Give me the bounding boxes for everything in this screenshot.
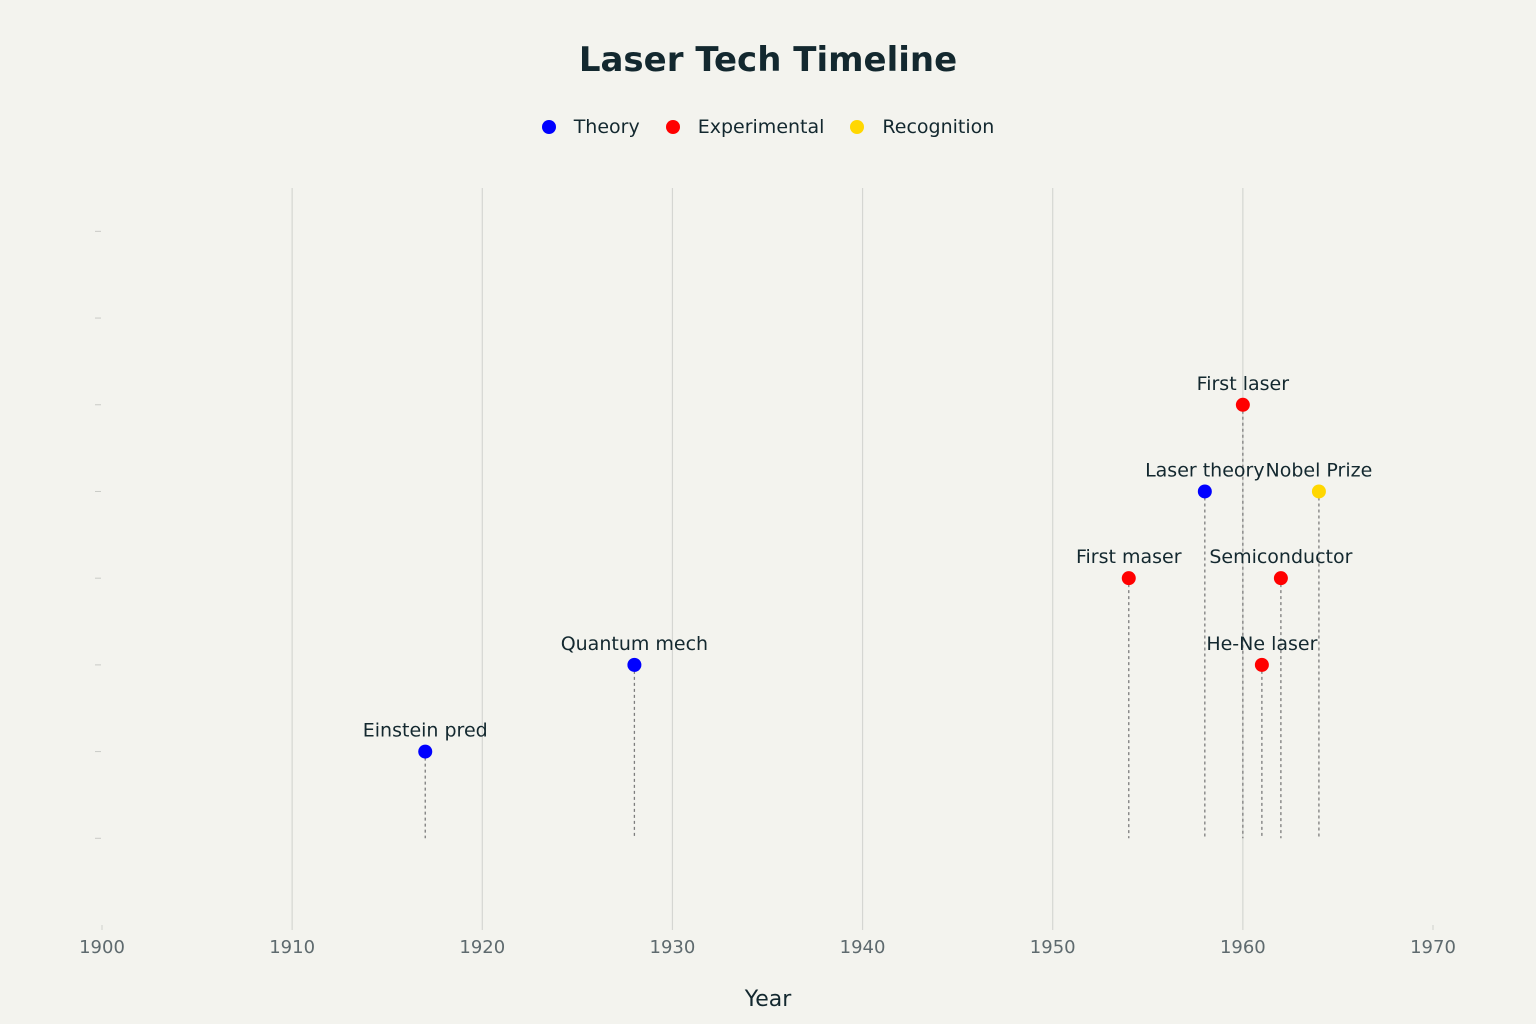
event-point[interactable] — [1254, 657, 1269, 672]
grid-lines — [291, 188, 1244, 925]
x-tick-label-1950: 1950 — [1030, 937, 1076, 958]
event-point[interactable] — [1235, 397, 1250, 412]
event-stems — [424, 404, 1320, 839]
legend-swatch-theory — [541, 120, 556, 134]
event-label: First laser — [1197, 373, 1290, 395]
legend-item-theory[interactable]: Theory — [541, 116, 640, 138]
event-labels: Einstein pred Quantum mech Laser theory Fir… — [363, 373, 1373, 742]
legend-swatch-experimental — [665, 120, 680, 134]
legend-label-experimental: Experimental — [697, 116, 825, 138]
x-axis-title: Year — [744, 987, 793, 1012]
x-tick-label-1970: 1970 — [1410, 937, 1456, 958]
event-points — [418, 397, 1326, 759]
legend-swatch-recognition — [850, 120, 865, 134]
event-point[interactable] — [418, 744, 433, 759]
legend-item-recognition[interactable]: Recognition — [850, 116, 994, 138]
legend-label-theory: Theory — [573, 116, 640, 138]
event-point[interactable] — [627, 657, 642, 672]
chart-title: Laser Tech Timeline — [578, 40, 958, 80]
x-tick-label-1920: 1920 — [459, 937, 505, 958]
event-label: Semiconductor — [1209, 546, 1352, 568]
event-point[interactable] — [1273, 571, 1288, 586]
y-axis-ticks — [95, 230, 101, 839]
event-label: Quantum mech — [561, 633, 708, 655]
x-tick-label-1900: 1900 — [79, 937, 125, 958]
x-tick-label-1960: 1960 — [1220, 937, 1266, 958]
event-label: He-Ne laser — [1206, 633, 1317, 655]
legend-item-experimental[interactable]: Experimental — [665, 116, 825, 138]
x-tick-label-1910: 1910 — [269, 937, 315, 958]
event-label: Einstein pred — [363, 720, 488, 742]
event-point[interactable] — [1197, 484, 1212, 499]
legend: Theory Experimental Recognition — [0, 116, 1536, 138]
event-label: First maser — [1076, 546, 1182, 568]
event-label: Laser theory — [1145, 459, 1265, 481]
event-point[interactable] — [1121, 571, 1136, 586]
x-tick-label-1940: 1940 — [840, 937, 886, 958]
legend-label-recognition: Recognition — [882, 116, 995, 138]
x-axis-ticks: 1900 1910 1920 1930 1940 1950 1960 1970 — [79, 925, 1456, 958]
event-label: Nobel Prize — [1266, 459, 1373, 481]
x-tick-label-1930: 1930 — [650, 937, 696, 958]
event-point[interactable] — [1311, 484, 1326, 499]
